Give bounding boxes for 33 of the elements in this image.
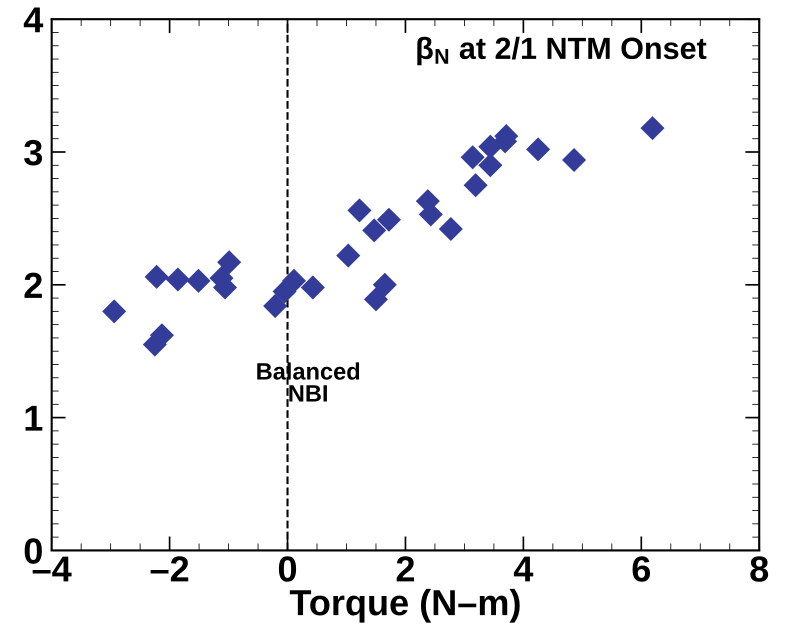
point: [263, 294, 288, 318]
x-tick-label: 4: [514, 556, 534, 582]
point: [640, 116, 665, 140]
point: [282, 268, 306, 293]
point: [464, 173, 488, 198]
point: [376, 208, 401, 232]
y-tick-label: 3: [24, 140, 42, 166]
point: [562, 148, 586, 172]
point: [217, 250, 242, 274]
point: [460, 145, 485, 170]
ref-line-label: Balanced NBI: [257, 362, 360, 402]
point: [300, 275, 325, 300]
point: [438, 216, 463, 242]
point: [186, 268, 211, 293]
x-tick-label: 8: [750, 556, 768, 582]
point: [347, 198, 372, 222]
point: [526, 137, 550, 162]
point: [144, 264, 169, 289]
text: β$_{N}$ at 2/1 NTM Onset: [417, 36, 706, 66]
point: [336, 244, 360, 268]
point: [166, 267, 190, 292]
x-tick-label: 6: [632, 556, 650, 582]
point: [362, 218, 386, 242]
y-tick-label: 4: [24, 7, 44, 32]
point: [102, 299, 126, 324]
y-tick-label: 1: [26, 406, 42, 431]
point: [364, 287, 388, 312]
y-tick-label: 2: [24, 272, 42, 298]
x-tick-label: 2: [396, 556, 414, 582]
x-tick-label: 0: [278, 556, 296, 582]
x-axis-title: Torque (N–m): [290, 588, 520, 623]
point: [372, 272, 397, 297]
x-tick-label: –2: [150, 556, 188, 582]
